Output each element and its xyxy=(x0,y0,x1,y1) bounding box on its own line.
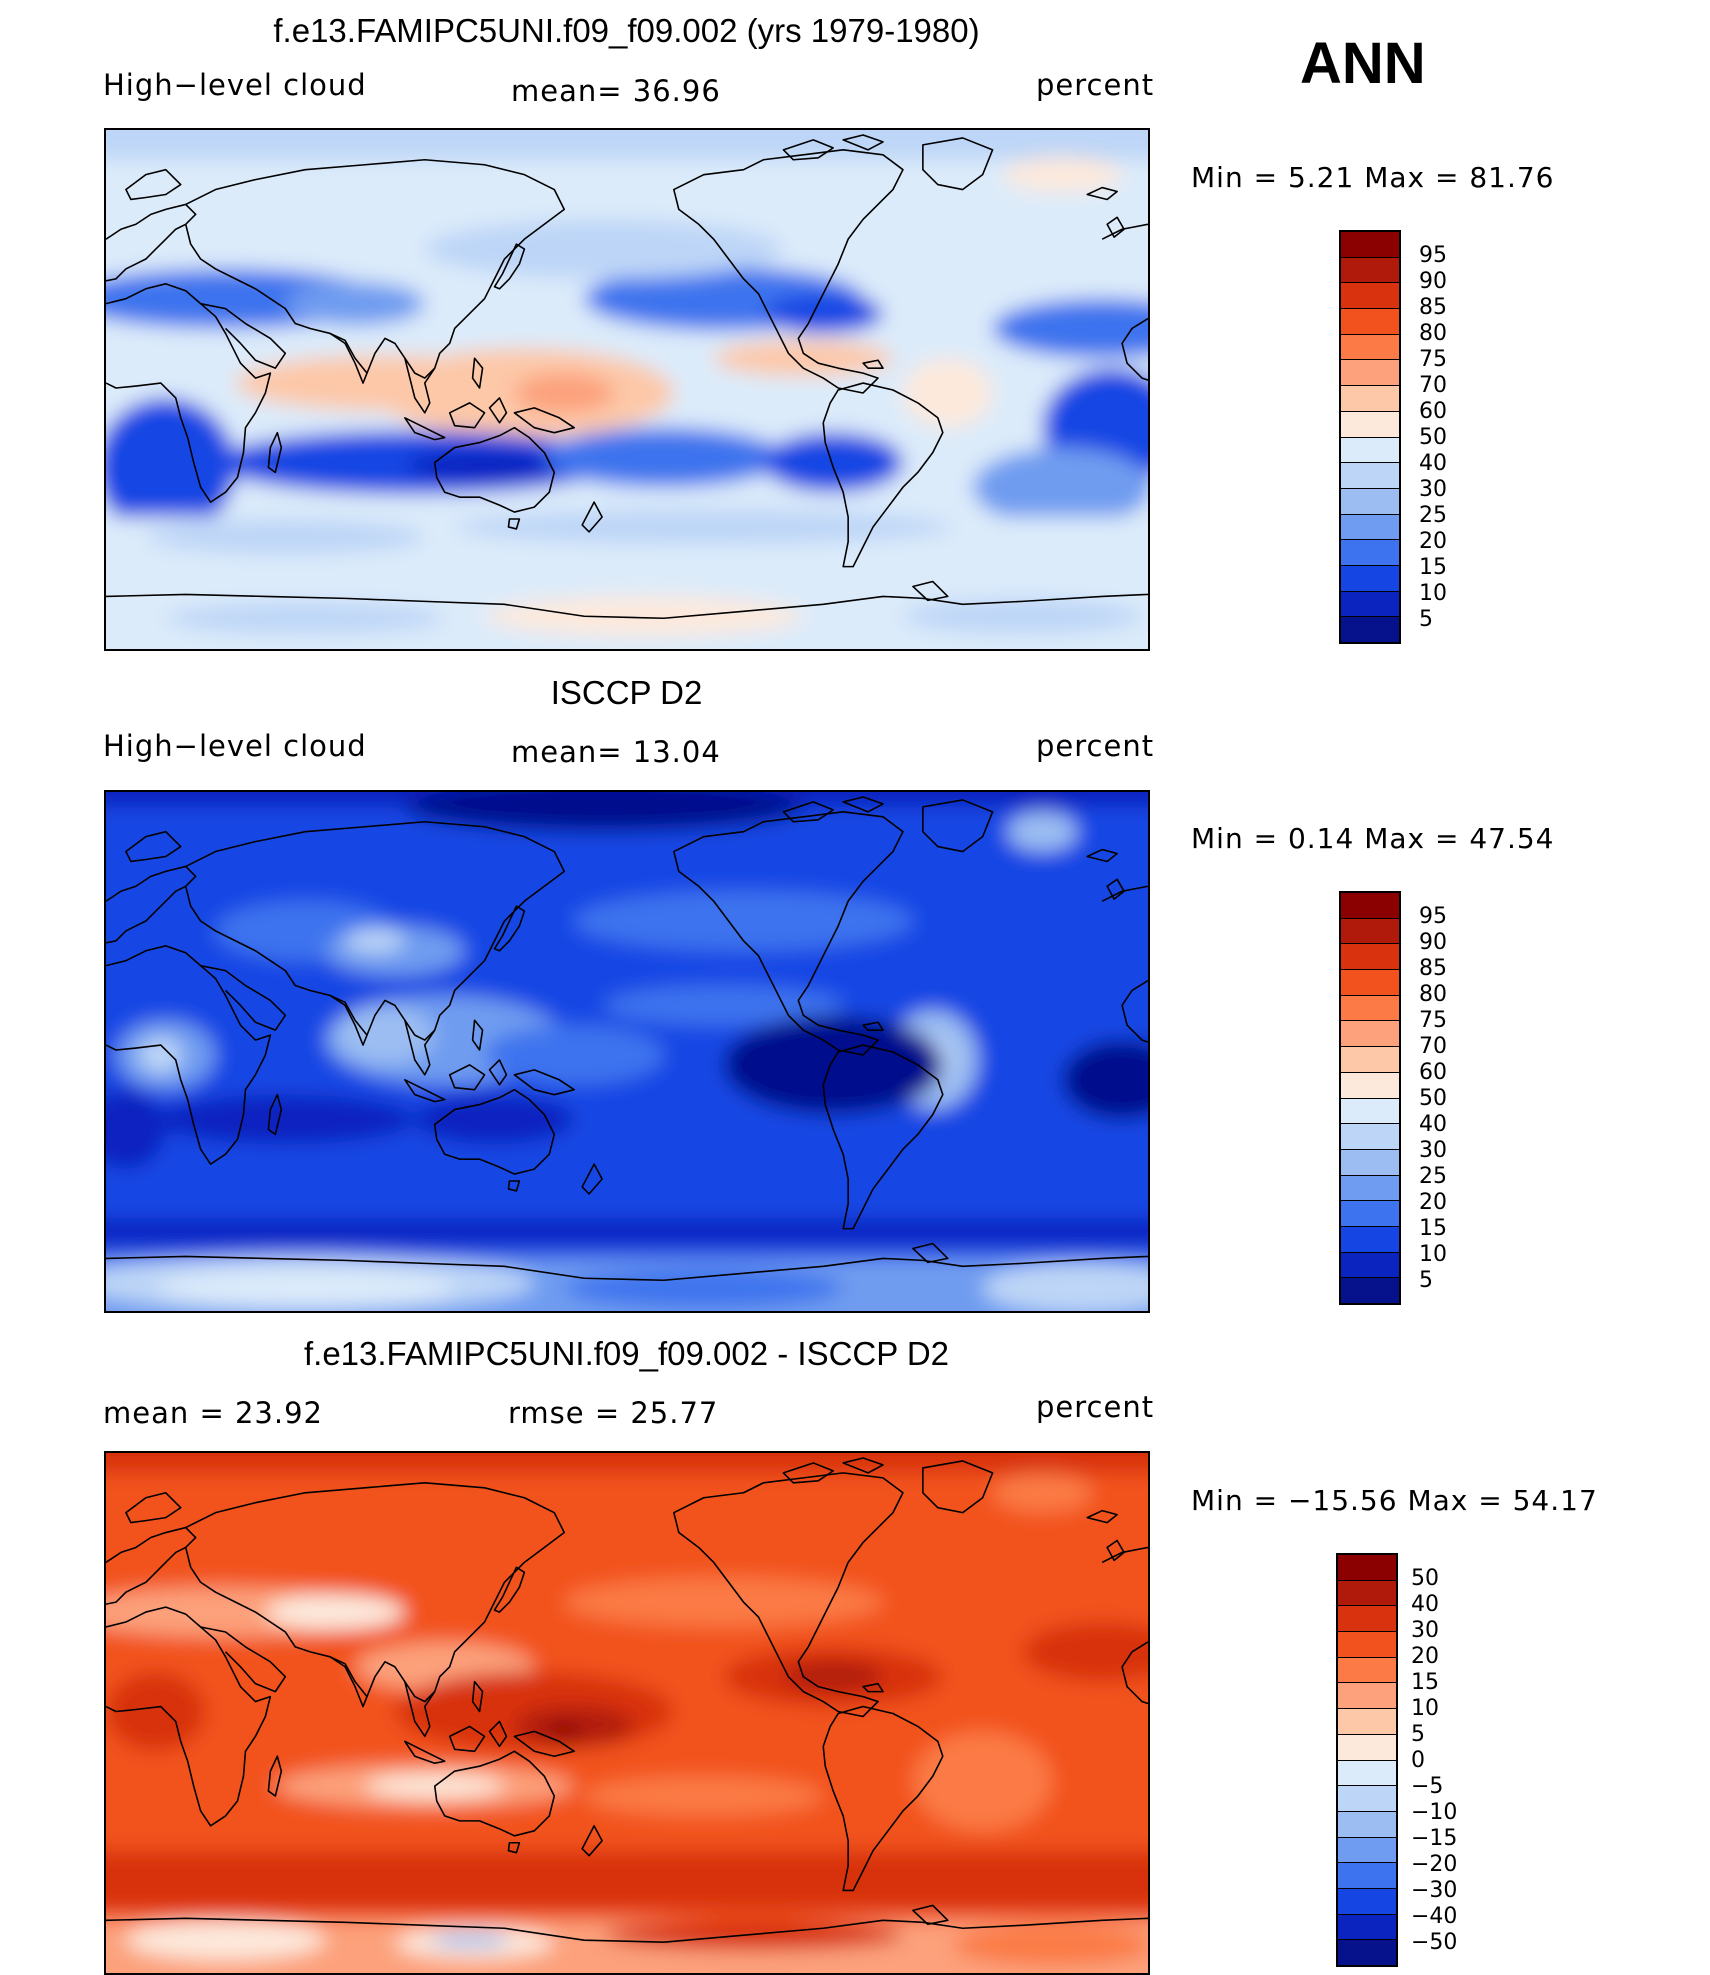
colorbar-tick-label: 30 xyxy=(1411,1618,1439,1643)
colorbar-tick-label: 15 xyxy=(1419,1216,1447,1241)
colorbar-tick-label: 95 xyxy=(1419,904,1447,929)
colorbar-tick-label: 10 xyxy=(1411,1696,1439,1721)
colorbar-tick-label: 0 xyxy=(1411,1748,1425,1773)
colorbar-tick-label: −10 xyxy=(1411,1800,1458,1825)
panel1-map xyxy=(104,128,1150,651)
colorbar-tick-label: 5 xyxy=(1419,607,1433,632)
colorbar-tick-label: 25 xyxy=(1419,503,1447,528)
panel2-units-label: percent xyxy=(1036,729,1155,763)
colorbar-tick-label: 10 xyxy=(1419,581,1447,606)
panel2-map xyxy=(104,790,1150,1313)
colorbar-tick-label: 60 xyxy=(1419,1060,1447,1085)
colorbar-tick-label: 40 xyxy=(1411,1592,1439,1617)
colorbar-tick-label: −40 xyxy=(1411,1904,1458,1929)
colorbar-tick-label: 90 xyxy=(1419,269,1447,294)
panel3-units-label: percent xyxy=(1036,1390,1155,1424)
colorbar-tick-label: 30 xyxy=(1419,1138,1447,1163)
colorbar-tick-label: 75 xyxy=(1419,1008,1447,1033)
season-label: ANN xyxy=(1300,31,1426,96)
colorbar-tick-label: 15 xyxy=(1411,1670,1439,1695)
colorbar-tick-label: −5 xyxy=(1411,1774,1444,1799)
panel1-variable-label: High−level cloud xyxy=(103,68,367,102)
panel2-mean-label: mean= 13.04 xyxy=(511,735,721,769)
colorbar-tick-label: 5 xyxy=(1419,1268,1433,1293)
panel2-variable-label: High−level cloud xyxy=(103,729,367,763)
panel3-colorbar xyxy=(1336,1553,1398,1967)
panel3-title: f.e13.FAMIPC5UNI.f09_f09.002 - ISCCP D2 xyxy=(303,1335,950,1372)
panel3-rmse-label: rmse = 25.77 xyxy=(508,1396,719,1430)
panel3-mean-label: mean = 23.92 xyxy=(103,1396,323,1430)
colorbar-tick-label: 80 xyxy=(1419,982,1447,1007)
colorbar-tick-label: 20 xyxy=(1419,1190,1447,1215)
panel3-map xyxy=(104,1451,1150,1975)
colorbar-tick-label: 50 xyxy=(1419,425,1447,450)
colorbar-tick-label: 25 xyxy=(1419,1164,1447,1189)
colorbar-tick-label: 90 xyxy=(1419,930,1447,955)
panel3-minmax: Min = −15.56 Max = 54.17 xyxy=(1191,1484,1598,1517)
colorbar-tick-label: 80 xyxy=(1419,321,1447,346)
colorbar-tick-label: 70 xyxy=(1419,1034,1447,1059)
colorbar-tick-label: −15 xyxy=(1411,1826,1458,1851)
colorbar-tick-label: 75 xyxy=(1419,347,1447,372)
panel2-title: ISCCP D2 xyxy=(550,674,703,711)
colorbar-tick-label: 20 xyxy=(1411,1644,1439,1669)
panel1-colorbar xyxy=(1339,230,1401,644)
panel1-mean-label: mean= 36.96 xyxy=(511,74,721,108)
colorbar-tick-label: −50 xyxy=(1411,1930,1458,1955)
colorbar-tick-label: 50 xyxy=(1411,1566,1439,1591)
colorbar-tick-label: 20 xyxy=(1419,529,1447,554)
colorbar-tick-label: 95 xyxy=(1419,243,1447,268)
panel1-units-label: percent xyxy=(1036,68,1155,102)
colorbar-tick-label: 10 xyxy=(1419,1242,1447,1267)
colorbar-tick-label: 5 xyxy=(1411,1722,1425,1747)
colorbar-tick-label: 50 xyxy=(1419,1086,1447,1111)
colorbar-tick-label: 70 xyxy=(1419,373,1447,398)
colorbar-tick-label: −20 xyxy=(1411,1852,1458,1877)
colorbar-tick-label: 30 xyxy=(1419,477,1447,502)
panel2-colorbar xyxy=(1339,891,1401,1305)
colorbar-tick-label: 60 xyxy=(1419,399,1447,424)
panel1-minmax: Min = 5.21 Max = 81.76 xyxy=(1191,161,1555,194)
colorbar-tick-label: 40 xyxy=(1419,451,1447,476)
colorbar-tick-label: 40 xyxy=(1419,1112,1447,1137)
colorbar-tick-label: 15 xyxy=(1419,555,1447,580)
panel1-title: f.e13.FAMIPC5UNI.f09_f09.002 (yrs 1979-1… xyxy=(273,12,980,49)
panel2-minmax: Min = 0.14 Max = 47.54 xyxy=(1191,822,1555,855)
colorbar-tick-label: 85 xyxy=(1419,956,1447,981)
colorbar-tick-label: 85 xyxy=(1419,295,1447,320)
colorbar-tick-label: −30 xyxy=(1411,1878,1458,1903)
